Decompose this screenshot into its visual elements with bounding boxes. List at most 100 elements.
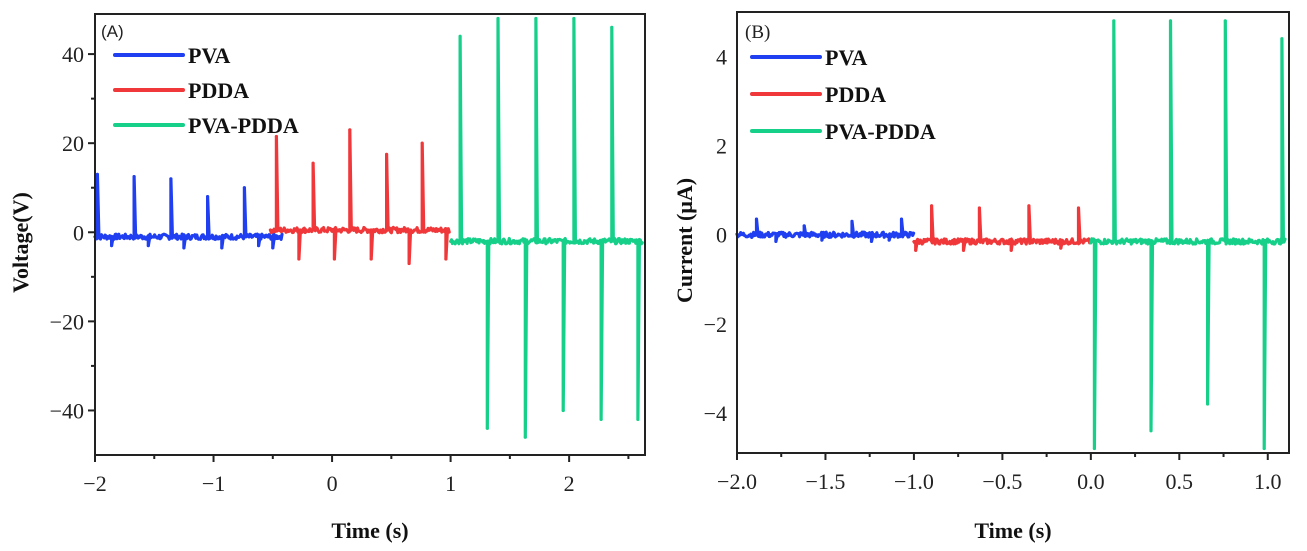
x-tick-label: 0.5 (1166, 469, 1194, 494)
y-tick-label: 4 (716, 45, 727, 70)
panel-label: (A) (101, 22, 124, 41)
y-tick-label: 0 (73, 220, 84, 245)
series-line-pdda (912, 204, 1093, 252)
data-point-pdda (348, 128, 352, 132)
plot-area (735, 19, 1287, 451)
axes-frame (736, 11, 1290, 454)
data-point-pva (774, 239, 778, 243)
data-point-pva (820, 238, 824, 242)
data-point-pva-pdda (599, 417, 603, 421)
x-tick-label: 1 (445, 471, 456, 496)
series-line-pva (735, 217, 916, 243)
data-point-pva (850, 219, 854, 223)
y-tick-label: 40 (62, 42, 84, 67)
data-point-pva-pdda (1092, 447, 1096, 451)
data-point-pva-pdda (1149, 429, 1153, 433)
x-tick-label: 0 (327, 471, 338, 496)
series-line-pva-pdda (1089, 19, 1287, 451)
data-point-pva-pdda (1112, 19, 1116, 23)
data-point-pdda (311, 161, 315, 165)
data-point-pva (271, 246, 275, 250)
x-tick-label: −1.5 (806, 469, 846, 494)
x-tick-label: 1.0 (1254, 469, 1282, 494)
data-point-pdda (1027, 204, 1031, 208)
data-point-pva (802, 224, 806, 228)
data-point-pva (242, 186, 246, 190)
data-point-pva (887, 238, 891, 242)
x-axis-title: Time (s) (331, 518, 408, 543)
x-tick-label: −2 (83, 471, 106, 496)
data-point-pva-pdda (523, 435, 527, 439)
data-point-pva-pdda (1262, 447, 1266, 451)
data-point-pva-pdda (561, 408, 565, 412)
data-point-pdda (1076, 206, 1080, 210)
series-line-pva-pdda (449, 16, 644, 439)
data-point-pva (206, 195, 210, 199)
legend-label: PDDA (188, 78, 249, 103)
y-tick-label: 20 (62, 131, 84, 156)
plot-area (93, 16, 644, 439)
legend-label: PDDA (825, 82, 886, 107)
data-point-pdda (1059, 246, 1063, 250)
y-tick-label: −4 (704, 401, 727, 426)
panel-label: (B) (745, 22, 770, 43)
series-line-pdda (268, 128, 451, 266)
data-point-pva-pdda (458, 34, 462, 38)
axes-frame (94, 13, 646, 456)
x-tick-label: 0.0 (1077, 469, 1105, 494)
y-tick-label: 2 (716, 134, 727, 159)
legend-label: PVA (188, 43, 230, 68)
data-point-pdda (385, 152, 389, 156)
y-axis-title: Current (μA) (672, 178, 697, 303)
axis-ticks: −2.0 −1.5 −1.0 −0.5 0.0 0.5 1.0 −4 −2 0 2 4 (704, 45, 1282, 494)
legend: PVA PDDA PVA-PDDA (113, 43, 299, 138)
data-point-pdda (1009, 248, 1013, 252)
data-point-pva-pdda (485, 426, 489, 430)
data-point-pdda (332, 257, 336, 261)
data-point-pdda (297, 257, 301, 261)
x-tick-label: −0.5 (982, 469, 1022, 494)
data-point-pva (182, 246, 186, 250)
data-point-pdda (930, 204, 934, 208)
data-point-pva (95, 172, 99, 176)
legend-label: PVA-PDDA (825, 119, 936, 144)
data-point-pva-pdda (534, 16, 538, 20)
legend-label: PVA (825, 45, 867, 70)
series-line-pva (93, 172, 284, 250)
data-point-pva-pdda (1280, 37, 1284, 41)
data-point-pva-pdda (496, 16, 500, 20)
x-axis-title: Time (s) (974, 518, 1051, 543)
data-point-pva (900, 217, 904, 221)
data-point-pva-pdda (1206, 402, 1210, 406)
legend-label: PVA-PDDA (188, 113, 299, 138)
data-point-pva-pdda (636, 417, 640, 421)
data-point-pva (869, 239, 873, 243)
data-point-pva (132, 175, 136, 179)
x-tick-label: 2 (564, 471, 575, 496)
data-point-pva-pdda (1168, 19, 1172, 23)
data-point-pva-pdda (610, 25, 614, 29)
data-point-pdda (914, 248, 918, 252)
data-point-pva-pdda (1223, 19, 1227, 23)
y-tick-label: −40 (50, 398, 84, 423)
x-tick-label: −1 (202, 471, 225, 496)
y-tick-label: −2 (704, 312, 727, 337)
data-point-pdda (961, 248, 965, 252)
data-point-pdda (407, 261, 411, 265)
y-tick-label: −20 (50, 309, 84, 334)
data-point-pva (257, 244, 261, 248)
data-point-pva (169, 177, 173, 181)
data-point-pdda (369, 257, 373, 261)
legend: PVA PDDA PVA-PDDA (750, 45, 936, 144)
y-tick-label: 0 (716, 223, 727, 248)
data-point-pva (146, 244, 150, 248)
x-tick-label: −1.0 (894, 469, 934, 494)
y-axis-title: Voltage(V) (8, 192, 33, 293)
panel-b-current-chart: −2.0 −1.5 −1.0 −0.5 0.0 0.5 1.0 −4 −2 0 2 4 (B) Tim… (672, 11, 1290, 543)
data-point-pdda (420, 141, 424, 145)
data-point-pdda (274, 135, 278, 138)
axis-ticks: −2 −1 0 1 2 −40 −20 0 20 40 (50, 42, 630, 496)
x-tick-label: −2.0 (717, 469, 757, 494)
data-point-pdda (977, 206, 981, 210)
